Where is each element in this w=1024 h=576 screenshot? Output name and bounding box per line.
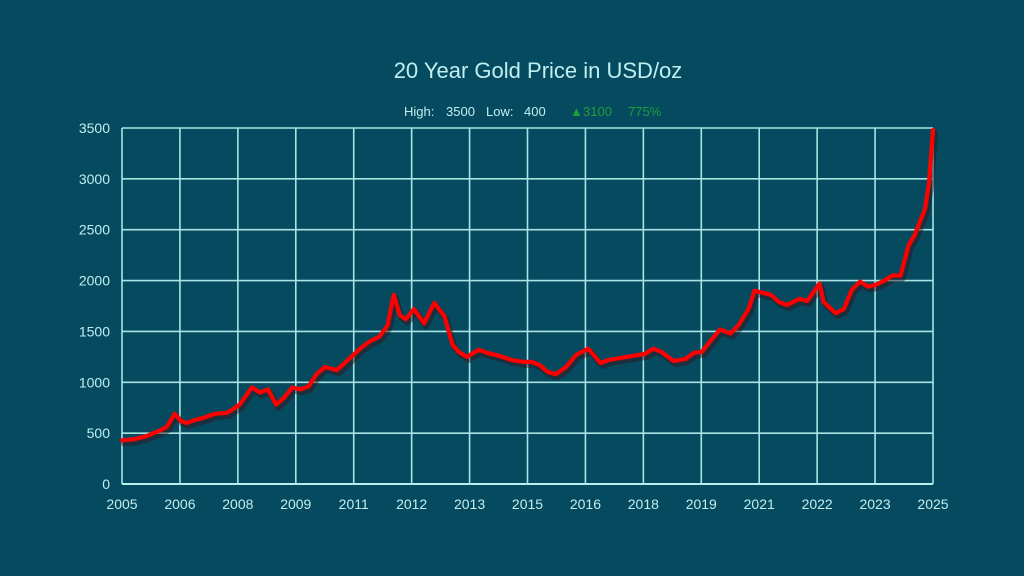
- y-tick-label: 1500: [79, 323, 110, 339]
- y-tick-label: 1000: [79, 374, 110, 390]
- x-tick-label: 2018: [628, 496, 659, 512]
- high-value: 3500: [446, 104, 475, 119]
- x-tick-label: 2009: [280, 496, 311, 512]
- y-tick-label: 2000: [79, 273, 110, 289]
- change-value: 3100: [583, 104, 612, 119]
- x-tick-label: 2021: [744, 496, 775, 512]
- x-tick-label: 2011: [339, 496, 369, 512]
- chart-title: 20 Year Gold Price in USD/oz: [394, 58, 683, 83]
- series-line-gold-price: [119, 127, 936, 443]
- y-tick-label: 3000: [79, 171, 110, 187]
- y-tick-label: 0: [102, 476, 110, 492]
- grid-layer: [121, 127, 934, 485]
- x-tick-label: 2005: [106, 496, 137, 512]
- y-tick-label: 2500: [79, 222, 110, 238]
- x-tick-label: 2015: [512, 496, 543, 512]
- x-tick-label: 2016: [570, 496, 601, 512]
- x-tick-label: 2022: [802, 496, 833, 512]
- change-up-icon: ▲: [570, 104, 583, 119]
- tick-layer: 0 500 1000 1500 2000 2500 3000 3500 2005 2006 2008…: [79, 120, 949, 512]
- change-percent: 775%: [628, 104, 662, 119]
- y-tick-label: 3500: [79, 120, 110, 136]
- x-tick-label: 2012: [396, 496, 427, 512]
- y-tick-label: 500: [87, 425, 111, 441]
- x-tick-label: 2006: [164, 496, 195, 512]
- low-value: 400: [524, 104, 546, 119]
- low-label: Low:: [486, 104, 513, 119]
- x-tick-label: 2008: [222, 496, 253, 512]
- high-label: High:: [404, 104, 434, 119]
- x-tick-label: 2025: [917, 496, 948, 512]
- x-tick-label: 2023: [859, 496, 890, 512]
- x-tick-label: 2019: [686, 496, 717, 512]
- x-tick-label: 2013: [454, 496, 485, 512]
- series-layer: [119, 127, 938, 447]
